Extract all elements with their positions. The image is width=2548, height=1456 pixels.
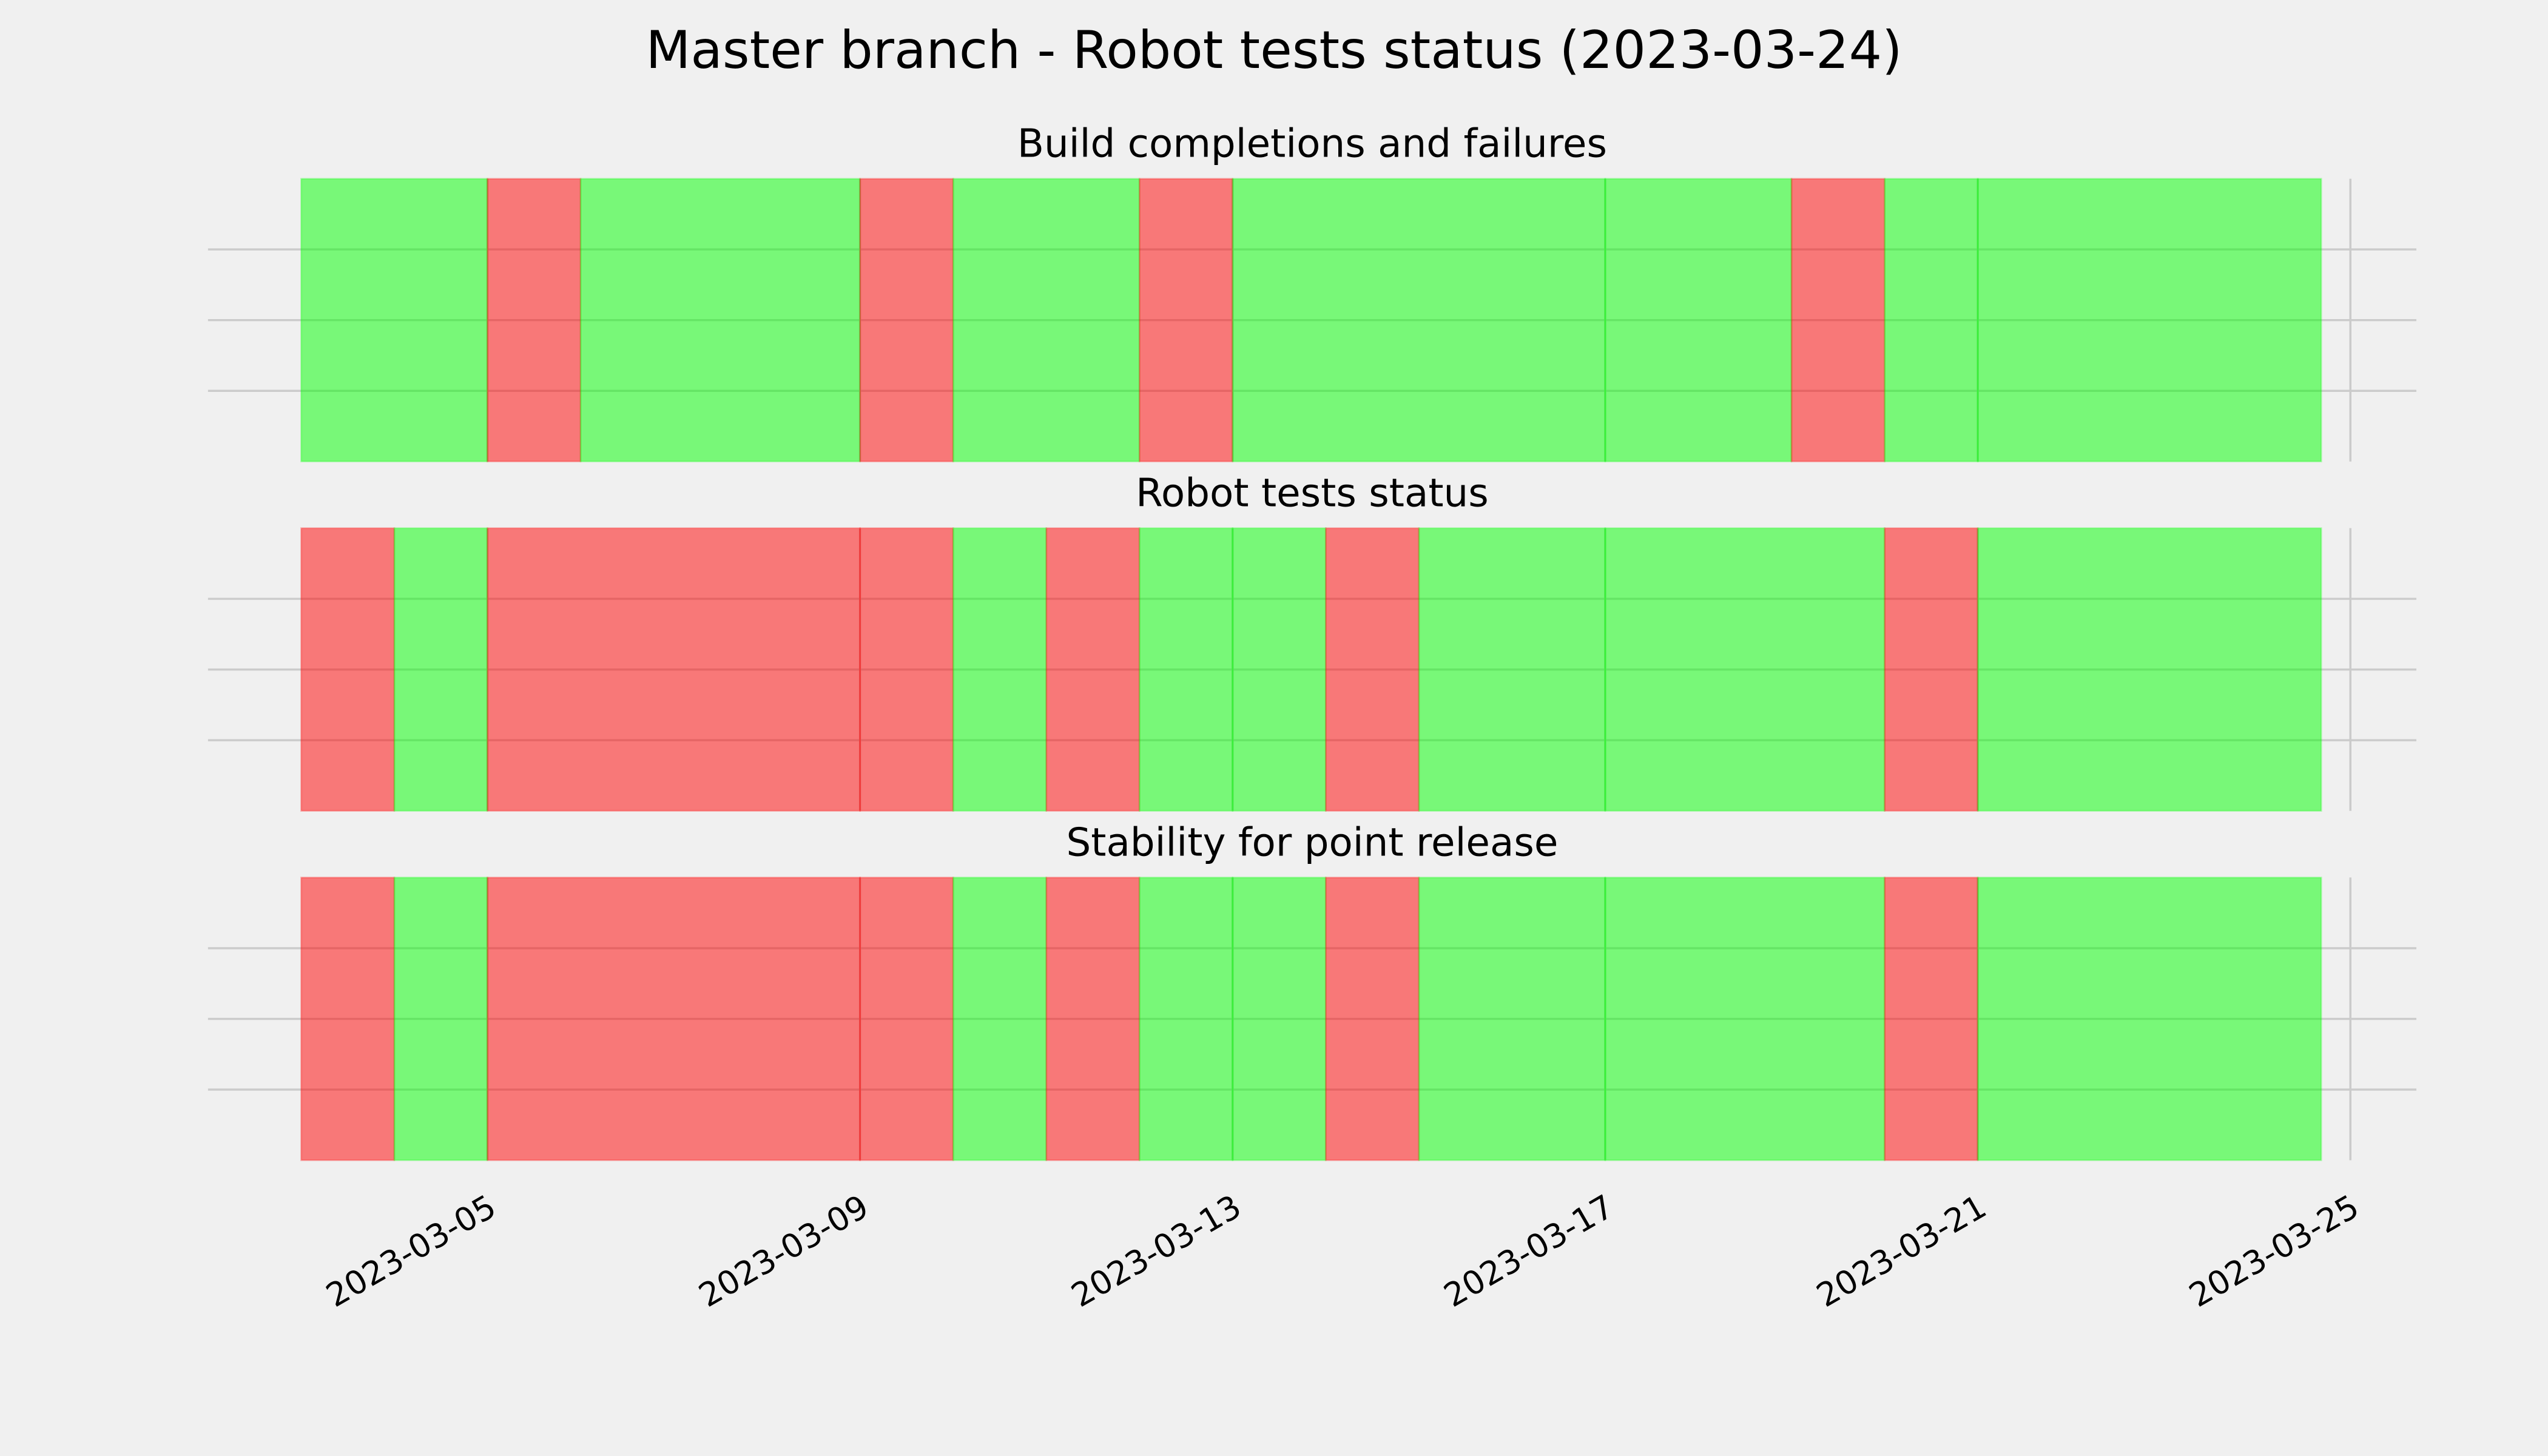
- status-span: [1418, 527, 1606, 812]
- status-span: [487, 527, 861, 812]
- status-span: [1604, 877, 1886, 1161]
- status-span: [1232, 527, 1327, 812]
- status-span: [300, 178, 488, 463]
- status-span: [393, 527, 488, 812]
- status-span: [1232, 877, 1327, 1161]
- status-span: [579, 178, 861, 463]
- status-span: [952, 877, 1048, 1161]
- status-span: [859, 877, 954, 1161]
- status-span: [1884, 178, 1979, 463]
- subplot-title: Build completions and failures: [1017, 121, 1607, 167]
- status-span: [1977, 178, 2322, 463]
- status-span: [859, 527, 954, 812]
- status-span: [1045, 527, 1141, 812]
- status-span: [1604, 178, 1793, 463]
- status-span: [1418, 877, 1606, 1161]
- status-span: [952, 178, 1141, 463]
- status-span: [1604, 527, 1886, 812]
- status-span: [393, 877, 488, 1161]
- status-span: [1138, 527, 1234, 812]
- status-span: [1138, 877, 1234, 1161]
- status-span: [1884, 877, 1979, 1161]
- status-span: [1045, 877, 1141, 1161]
- subplot-title: Stability for point release: [1067, 820, 1559, 865]
- status-span: [1884, 527, 1979, 812]
- subplot-title: Robot tests status: [1136, 471, 1489, 516]
- status-span: [1790, 178, 1886, 463]
- status-span: [1324, 527, 1420, 812]
- status-span: [1977, 877, 2322, 1161]
- status-span: [859, 178, 954, 463]
- status-span: [1324, 877, 1420, 1161]
- status-span: [952, 527, 1048, 812]
- status-span: [1138, 178, 1234, 463]
- status-span: [1977, 527, 2322, 812]
- status-span: [300, 877, 396, 1161]
- status-span: [300, 527, 396, 812]
- figure-title: Master branch - Robot tests status (2023…: [645, 20, 1902, 81]
- status-span: [1232, 178, 1606, 463]
- status-span: [487, 178, 582, 463]
- status-span: [487, 877, 861, 1161]
